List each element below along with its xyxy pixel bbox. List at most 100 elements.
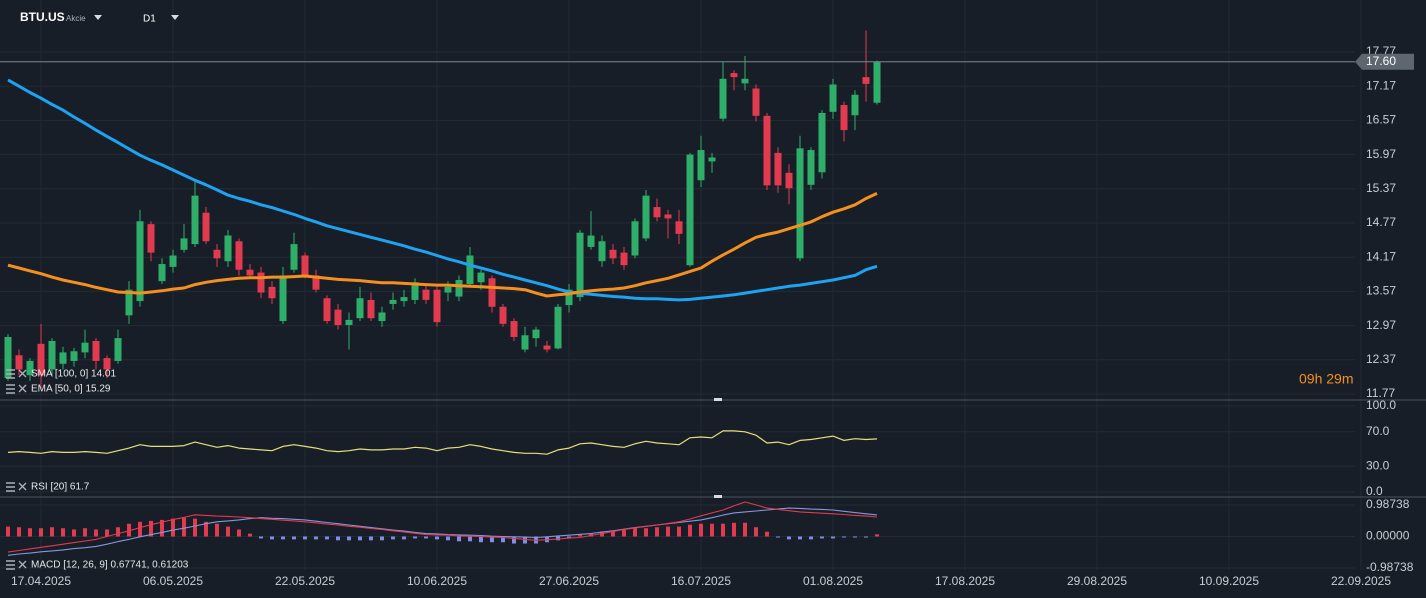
legend-menu-icon[interactable]: [6, 560, 15, 570]
x-tick-label: 16.07.2025: [671, 574, 731, 588]
histogram-bar: [776, 536, 780, 538]
histogram-bar: [820, 536, 824, 539]
candle-body: [180, 238, 188, 250]
candle-body: [587, 235, 595, 247]
x-tick-label: 17.04.2025: [11, 574, 71, 588]
candle-body: [455, 280, 463, 297]
candle-body: [15, 355, 23, 370]
candle-body: [499, 306, 507, 324]
legend-close-icon[interactable]: [18, 384, 27, 393]
histogram-bar: [270, 536, 274, 540]
candle-body: [818, 112, 826, 173]
histogram-bar: [160, 519, 164, 537]
candle-body: [752, 88, 760, 116]
legend-layer: SMA [100, 0] 14.01 EMA [50, 0] 15.29 RSI […: [6, 369, 189, 571]
candle-body: [81, 342, 89, 353]
legend-menu-icon[interactable]: [6, 369, 15, 379]
legend-menu-icon[interactable]: [6, 482, 15, 492]
pane-handle[interactable]: [714, 495, 722, 498]
y-tick-label: 11.77: [1366, 386, 1395, 400]
legend-close-icon[interactable]: [18, 482, 27, 491]
histogram-bar: [677, 526, 681, 537]
indicator-line: [7, 78, 878, 302]
histogram-bar: [6, 526, 10, 537]
y-tick-label: 17.17: [1366, 78, 1396, 92]
candle-body: [719, 78, 727, 119]
x-tick-label: 22.09.2025: [1331, 574, 1391, 588]
candle-body: [840, 105, 848, 131]
histogram-bar: [292, 536, 296, 540]
histogram-bar: [490, 536, 494, 543]
y-tick-label: 12.37: [1366, 352, 1396, 366]
histogram-bar: [72, 529, 76, 537]
candle-body: [686, 154, 694, 266]
candle-body: [202, 212, 210, 242]
candle-body: [477, 272, 485, 283]
histogram-bar: [281, 536, 285, 540]
candle-body: [158, 264, 166, 282]
candle-body: [521, 335, 529, 350]
histogram-bar: [325, 536, 329, 540]
dropdown-arrow[interactable]: [94, 15, 102, 20]
histogram-bar: [424, 536, 428, 539]
histogram-bar: [369, 536, 373, 541]
histogram-bar: [204, 521, 208, 537]
histogram-bar: [83, 528, 87, 537]
candle-body: [675, 221, 683, 234]
indicator-line: [7, 430, 878, 455]
histogram-bar: [435, 536, 439, 540]
candle-body: [851, 94, 859, 116]
y-tick-label: 0.0: [1366, 484, 1383, 498]
y-tick-label: 70.0: [1366, 424, 1390, 438]
histogram-bar: [226, 526, 230, 537]
timeframe[interactable]: D1: [143, 14, 156, 25]
y-tick-label: 14.17: [1366, 249, 1396, 263]
histogram-bar: [138, 521, 142, 537]
histogram-bar: [875, 534, 879, 537]
legend-label: MACD [12, 26, 9] 0.67741, 0.61203: [31, 560, 189, 571]
y-tick-label: 0.98738: [1366, 497, 1410, 511]
histogram-bar: [622, 529, 626, 537]
legend-label: RSI [20] 61.7: [31, 482, 90, 493]
legend-menu-icon[interactable]: [6, 384, 15, 394]
histogram-bar: [28, 528, 32, 537]
histogram-bar: [105, 529, 109, 537]
candle-body: [290, 244, 298, 270]
candle-body: [576, 232, 584, 298]
candle-body: [224, 235, 232, 262]
candle-body: [796, 148, 804, 259]
histogram-bar: [853, 536, 857, 538]
x-tick-label: 10.06.2025: [407, 574, 467, 588]
legend-close-icon[interactable]: [18, 560, 27, 569]
histogram-bar: [479, 536, 483, 543]
candle-body: [147, 224, 155, 253]
candle-body: [774, 152, 782, 186]
candle-body: [433, 289, 441, 323]
countdown: 09h 29m: [1299, 371, 1353, 387]
candle-body: [444, 286, 452, 293]
histogram-bar: [787, 536, 791, 540]
histogram-bar: [721, 523, 725, 537]
candle-body: [125, 289, 133, 316]
candle-body: [807, 150, 815, 185]
legend-close-icon[interactable]: [18, 369, 27, 378]
y-tick-label: 15.37: [1366, 181, 1396, 195]
candle-body: [510, 321, 518, 337]
x-tick-label: 01.08.2025: [803, 574, 863, 588]
dropdown-arrow[interactable]: [171, 15, 179, 20]
pane-handle[interactable]: [714, 398, 722, 401]
candle-body: [763, 115, 771, 186]
candle-body: [334, 309, 342, 326]
symbol[interactable]: BTU.US: [20, 10, 65, 24]
candle-body: [664, 214, 672, 219]
histogram-bar: [127, 523, 131, 537]
candle-body: [466, 255, 474, 284]
histogram-bar: [644, 528, 648, 537]
histogram-bar: [215, 523, 219, 537]
candle-body: [191, 195, 199, 245]
grid-layer: [0, 0, 1362, 570]
candle-body: [169, 255, 177, 267]
histogram-bar: [402, 536, 406, 540]
histogram-bar: [237, 529, 241, 537]
